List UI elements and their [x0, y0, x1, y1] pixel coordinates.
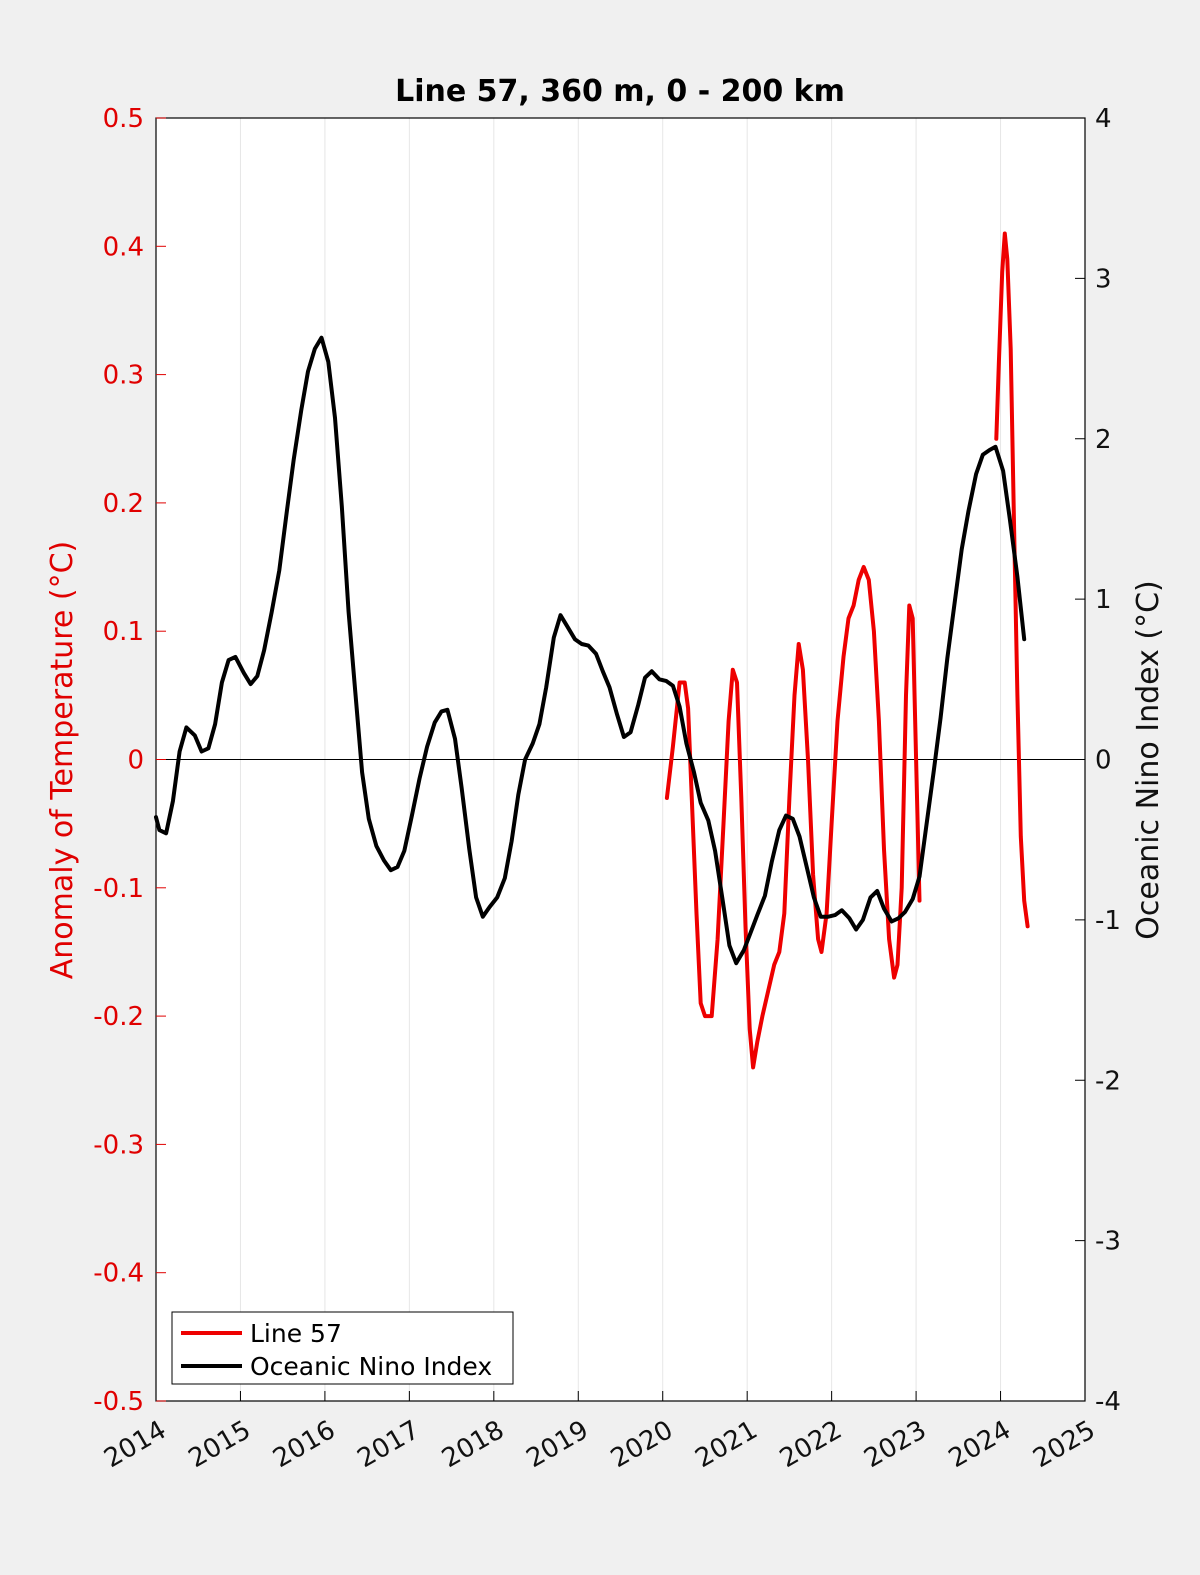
y-right-tick-label: 4 [1095, 104, 1112, 134]
y-left-tick-label: -0.5 [93, 1387, 144, 1417]
x-tick-label: 2019 [521, 1415, 593, 1474]
x-tick-label: 2016 [268, 1415, 340, 1474]
y-left-tick-label: 0 [127, 746, 144, 776]
chart-title: Line 57, 360 m, 0 - 200 km [395, 74, 845, 109]
y-right-tick-label: 3 [1095, 264, 1112, 294]
y-left-tick-label: 0.5 [103, 104, 144, 134]
x-tick-label: 2022 [775, 1415, 847, 1474]
y-left-tick-label: 0.2 [103, 489, 144, 519]
x-tick-label: 2017 [353, 1415, 425, 1474]
y-left-tick-label: 0.4 [103, 232, 144, 262]
y-left-tick-label: 0.3 [103, 361, 144, 391]
x-tick-label: 2018 [437, 1415, 509, 1474]
y-right-tick-label: 2 [1095, 425, 1112, 455]
right-axis: -4 -3 -2 -1 0 1 2 3 4 [1075, 104, 1121, 1417]
x-tick-label: 2021 [690, 1415, 762, 1474]
y-axis-right-title: Oceanic Nino Index (°C) [1131, 580, 1166, 940]
y-right-tick-label: -2 [1095, 1066, 1121, 1096]
legend: Line 57 Oceanic Nino Index [171, 1311, 514, 1385]
legend-label-oni: Oceanic Nino Index [250, 1352, 492, 1381]
y-left-tick-label: -0.4 [93, 1259, 144, 1289]
x-tick-label: 2023 [859, 1415, 931, 1474]
y-left-tick-label: -0.3 [93, 1130, 144, 1160]
series-layer [154, 231, 1030, 1070]
series-line-1-segment-0 [154, 335, 1027, 966]
y-right-tick-label: 1 [1095, 585, 1112, 615]
x-tick-label: 2024 [944, 1415, 1016, 1474]
x-axis: 2014 2015 2016 2017 2018 2019 2020 2021 2022 2023… [99, 1391, 1101, 1474]
y-right-tick-label: -3 [1095, 1227, 1121, 1257]
y-right-tick-label: 0 [1095, 746, 1112, 776]
y-left-tick-label: -0.2 [93, 1002, 144, 1032]
y-right-tick-label: -4 [1095, 1387, 1121, 1417]
x-tick-label: 2020 [606, 1415, 678, 1474]
series-line-0-segment-1 [994, 231, 1030, 929]
x-tick-label: 2015 [184, 1415, 256, 1474]
series-line-0-segment-0 [664, 565, 922, 1070]
x-tick-label: 2014 [99, 1415, 171, 1474]
legend-label-line-57: Line 57 [250, 1319, 342, 1348]
x-tick-label: 2025 [1028, 1415, 1100, 1474]
legend-box [171, 1311, 514, 1385]
left-axis: -0.5 -0.4 -0.3 -0.2 -0.1 0 0.1 0.2 0.3 0.4 0.5 [93, 104, 166, 1417]
y-axis-left-title: Anomaly of Temperature (°C) [45, 541, 80, 980]
y-left-tick-label: 0.1 [103, 617, 144, 647]
y-right-tick-label: -1 [1095, 906, 1121, 936]
y-left-tick-label: -0.1 [93, 874, 144, 904]
